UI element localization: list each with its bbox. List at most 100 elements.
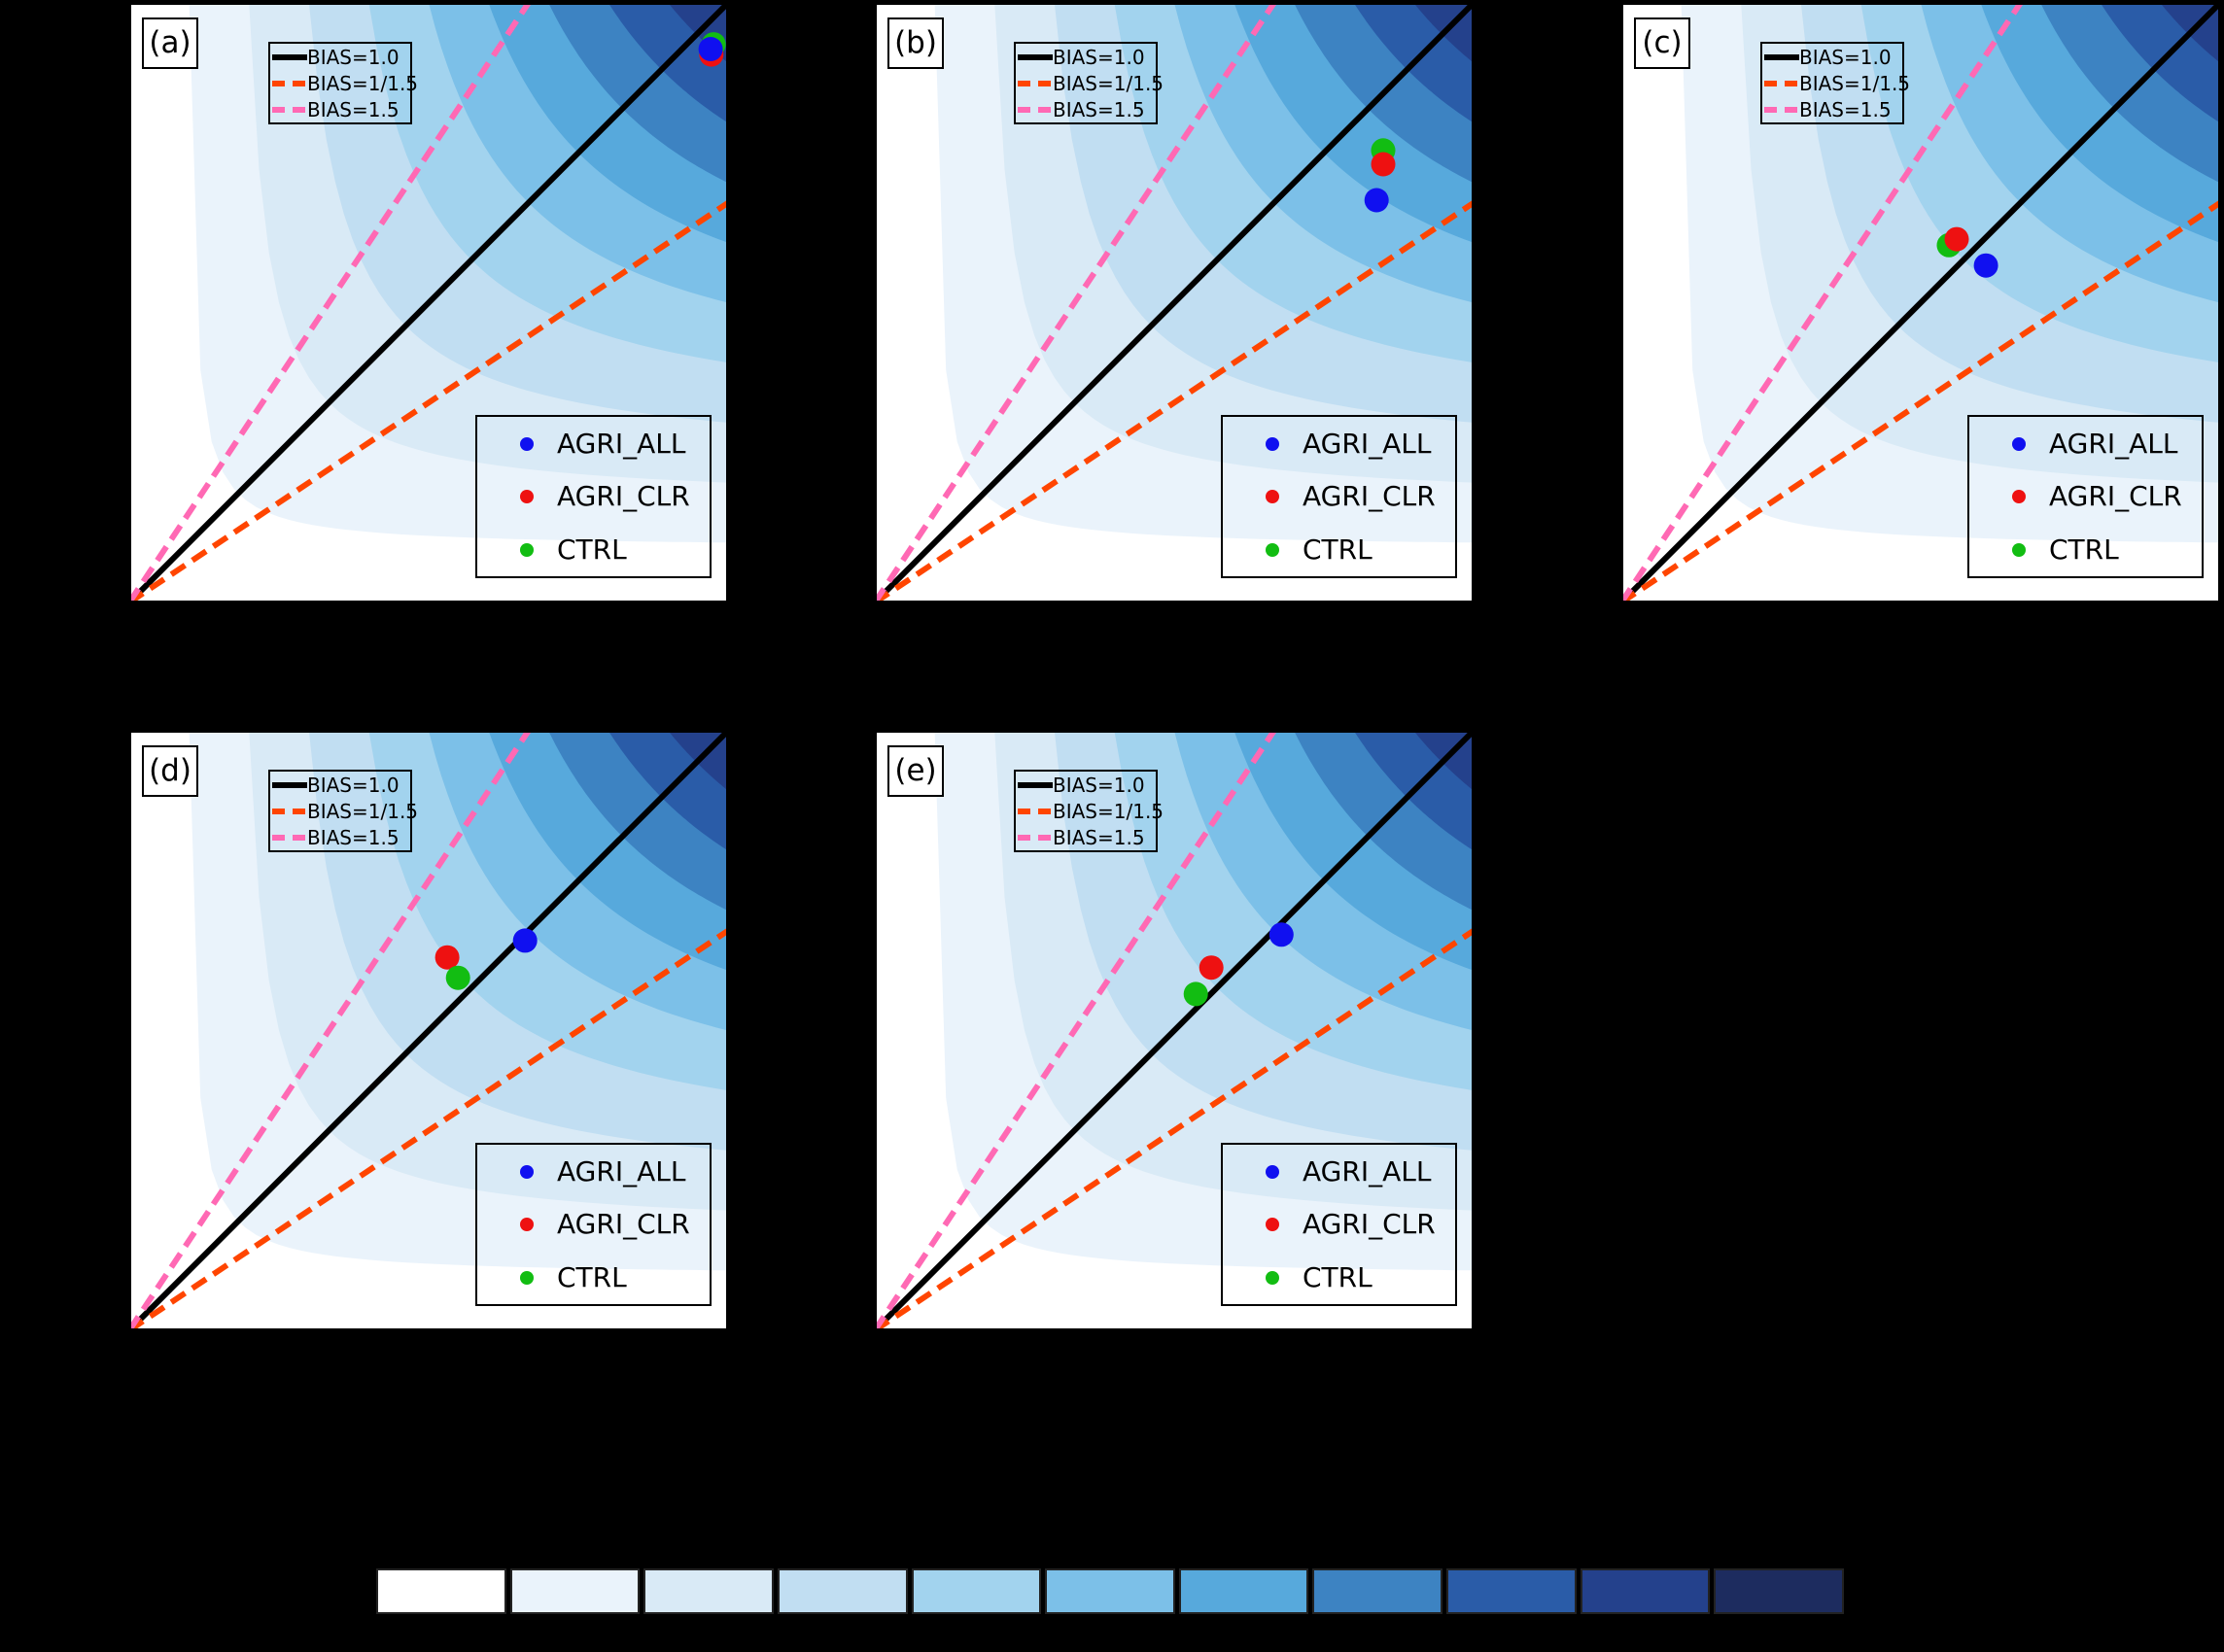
bias-legend-label: BIAS=1.0 — [1799, 45, 1892, 69]
bias-line-bias-1-0 — [129, 3, 728, 602]
axes-frame — [129, 3, 728, 602]
bias-legend-label: BIAS=1.5 — [307, 825, 400, 849]
colorbar-cell — [1714, 1568, 1845, 1614]
bias-1-5-line-sample — [1764, 106, 1799, 113]
bias-legend-label: BIAS=1.0 — [1053, 45, 1145, 69]
bias-legend-label: BIAS=1/1.5 — [307, 799, 419, 823]
series-legend-label: AGRI_CLR — [557, 1208, 690, 1240]
series-legend-entry: AGRI_ALL — [477, 1146, 710, 1198]
panel-letter-label: (b) — [887, 17, 944, 69]
bias-legend-entry: BIAS=1.5 — [272, 96, 410, 122]
series-legend: AGRI_ALL AGRI_CLR CTRL — [1221, 415, 1457, 578]
bias-line-bias-1-5 — [1621, 3, 2024, 602]
ctrl-marker-icon — [1266, 542, 1279, 557]
series-legend-entry: AGRI_CLR — [477, 470, 710, 523]
bias-legend-label: BIAS=1.5 — [1799, 97, 1892, 121]
series-legend-label: AGRI_CLR — [2049, 480, 2182, 512]
point-agri-all — [698, 37, 723, 61]
bias-1-0-line-sample — [272, 53, 307, 60]
point-agri-clr — [1371, 152, 1396, 177]
series-legend-label: AGRI_ALL — [1303, 1154, 1432, 1187]
bias-legend-label: BIAS=1.5 — [1053, 97, 1145, 121]
colorbar-cell — [1045, 1568, 1175, 1614]
bias-line-bias-1-1-5 — [875, 200, 1474, 602]
bias-legend: BIAS=1.0 BIAS=1/1.5 BIAS=1.5 — [268, 770, 418, 852]
bias-1-0-line-sample — [1018, 781, 1053, 788]
panel-b: (b) BIAS=1.0 BIAS=1/1.5 BIAS=1.5 AGRI_ALL AGR… — [875, 3, 1474, 602]
point-agri-all — [512, 928, 538, 953]
bias-legend-label: BIAS=1/1.5 — [307, 71, 419, 95]
agri-clr-marker-icon — [520, 1218, 534, 1231]
point-agri-all — [1268, 922, 1294, 947]
bias-1-5-line-sample — [272, 106, 307, 113]
bias-1-1-5-line-sample — [272, 80, 307, 86]
panel-letter-label: (e) — [887, 745, 944, 797]
ctrl-marker-icon — [1266, 1270, 1279, 1285]
colorbar-cell — [509, 1568, 641, 1614]
series-legend-entry: AGRI_CLR — [1223, 470, 1455, 523]
bias-legend-label: BIAS=1/1.5 — [1053, 799, 1164, 823]
bias-line-bias-1-1-5 — [1621, 200, 2220, 602]
axes-frame — [129, 731, 728, 1330]
bias-legend-label: BIAS=1/1.5 — [1799, 71, 1911, 95]
agri-all-marker-icon — [520, 1164, 534, 1179]
series-legend-label: AGRI_ALL — [1303, 427, 1432, 460]
agri-clr-marker-icon — [1266, 490, 1279, 503]
panel-a: (a) BIAS=1.0 BIAS=1/1.5 BIAS=1.5 AGRI_ALL AGR… — [129, 3, 728, 602]
panel-letter-label: (d) — [142, 745, 198, 797]
bias-legend-entry: BIAS=1.0 — [272, 44, 410, 70]
series-legend-entry: CTRL — [1969, 524, 2202, 576]
bias-legend-entry: BIAS=1/1.5 — [1018, 70, 1164, 96]
colorbar-cell — [376, 1568, 506, 1614]
bias-line-bias-1-5 — [875, 731, 1277, 1330]
performance-diagram-plot — [1621, 3, 2220, 602]
bias-1-5-line-sample — [1018, 106, 1053, 113]
bias-legend-entry: BIAS=1/1.5 — [1764, 70, 1910, 96]
point-agri-clr — [434, 945, 460, 970]
series-legend-label: AGRI_CLR — [1303, 1208, 1436, 1240]
bias-1-1-5-line-sample — [272, 808, 307, 814]
colorbar-cell — [1178, 1568, 1309, 1614]
agri-clr-marker-icon — [1266, 1218, 1279, 1231]
series-legend-entry: AGRI_CLR — [1223, 1198, 1455, 1251]
series-legend-entry: AGRI_ALL — [1969, 418, 2202, 470]
panel-d: (d) BIAS=1.0 BIAS=1/1.5 BIAS=1.5 AGRI_ALL AGR… — [129, 731, 728, 1330]
bias-legend-label: BIAS=1.5 — [1053, 825, 1145, 849]
agri-clr-marker-icon — [520, 490, 534, 503]
series-legend: AGRI_ALL AGRI_CLR CTRL — [1221, 1143, 1457, 1306]
series-legend-entry: AGRI_CLR — [477, 1198, 710, 1251]
agri-all-marker-icon — [1266, 1164, 1279, 1179]
bias-legend: BIAS=1.0 BIAS=1/1.5 BIAS=1.5 — [1760, 42, 1910, 124]
agri-all-marker-icon — [520, 436, 534, 451]
series-legend-entry: AGRI_ALL — [477, 418, 710, 470]
series-legend-label: AGRI_ALL — [2049, 427, 2178, 460]
series-legend: AGRI_ALL AGRI_CLR CTRL — [475, 1143, 712, 1306]
series-legend-label: CTRL — [1303, 533, 1373, 566]
bias-line-bias-1-0 — [875, 3, 1474, 602]
bias-legend-entry: BIAS=1.5 — [1018, 824, 1156, 850]
axes-frame — [875, 3, 1474, 602]
bias-legend-entry: BIAS=1/1.5 — [272, 798, 418, 824]
point-ctrl — [445, 965, 470, 990]
colorbar-cell — [911, 1568, 1042, 1614]
series-legend-label: CTRL — [557, 533, 627, 566]
panel-letter-label: (a) — [142, 17, 198, 69]
bias-1-0-line-sample — [272, 781, 307, 788]
series-legend-entry: CTRL — [477, 524, 710, 576]
series-legend-label: AGRI_CLR — [1303, 480, 1436, 512]
bias-legend-entry: BIAS=1.5 — [1764, 96, 1902, 122]
colorbar-cell — [643, 1568, 774, 1614]
bias-1-1-5-line-sample — [1018, 808, 1053, 814]
bias-legend-entry: BIAS=1.0 — [1018, 772, 1156, 798]
colorbar-cell — [1446, 1568, 1577, 1614]
bias-legend-label: BIAS=1.0 — [307, 45, 400, 69]
bias-legend-entry: BIAS=1.0 — [272, 772, 410, 798]
colorbar-cell — [1580, 1568, 1711, 1614]
series-legend-label: CTRL — [557, 1260, 627, 1293]
ctrl-marker-icon — [520, 542, 534, 557]
bias-1-1-5-line-sample — [1764, 80, 1799, 86]
bias-1-5-line-sample — [1018, 834, 1053, 841]
ctrl-marker-icon — [2012, 542, 2026, 557]
bias-legend-label: BIAS=1.5 — [307, 97, 400, 121]
